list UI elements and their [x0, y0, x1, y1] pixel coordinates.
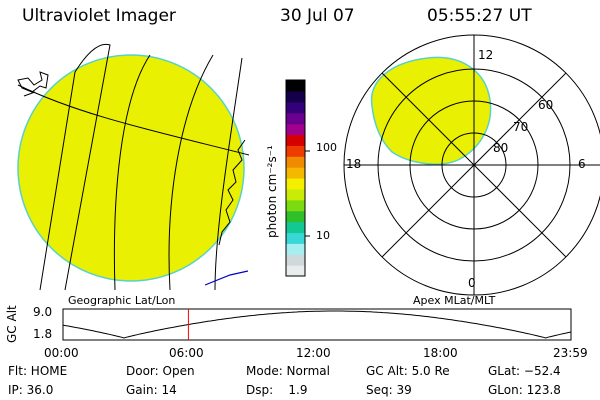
colorbar-segment [286, 178, 305, 190]
coast-blue-line [204, 270, 249, 286]
polar-uv-image [370, 56, 492, 165]
status-glon: GLon: 123.8 [488, 383, 561, 397]
altitude-frame [62, 308, 572, 341]
mlat-80-label: 80 [493, 141, 509, 155]
colorbar-segment [286, 123, 305, 136]
coastline-east [218, 139, 246, 246]
colorbar-tick-10: 10 [316, 229, 330, 242]
colorbar-tick-100: 100 [316, 141, 337, 154]
altitude-curve [62, 310, 572, 339]
status-door: Door: Open [126, 364, 195, 378]
polar-plot [343, 34, 600, 296]
colorbar-segment [286, 265, 305, 277]
mlat-70-label: 70 [513, 120, 529, 134]
colorbar-segment [286, 243, 305, 255]
colorbar-segment [286, 167, 305, 179]
mlt-18-label: 18 [346, 157, 362, 171]
colorbar-segment [286, 232, 305, 244]
altitude-ytick-min: 1.8 [33, 327, 53, 341]
colorbar-segment [286, 134, 305, 146]
status-mode: Mode: Normal [246, 364, 330, 378]
colorbar-frame [285, 79, 306, 277]
colorbar-segment [286, 188, 305, 201]
status-ip: IP: 36.0 [8, 383, 54, 397]
uv-image-disk [17, 54, 245, 282]
time-label: 05:55:27 UT [427, 6, 532, 26]
date-label: 30 Jul 07 [280, 6, 355, 26]
mlt-6-label: 6 [578, 157, 586, 171]
altitude-plot [62, 308, 572, 341]
right-panel-caption: Apex MLat/MLT [413, 294, 496, 307]
mlat-60-label: 60 [538, 98, 554, 112]
colorbar-segment [286, 101, 305, 114]
colorbar-segment [286, 112, 305, 125]
colorbar-segment [286, 210, 305, 223]
colorbar-segment [286, 90, 305, 103]
status-seq: Seq: 39 [366, 383, 412, 397]
status-glat: GLat: −52.4 [488, 364, 561, 378]
colorbar-segment [286, 199, 305, 212]
geographic-image [17, 43, 250, 291]
xtick-1800: 18:00 [423, 346, 458, 360]
xtick-1200: 12:00 [296, 346, 331, 360]
colorbar-segment [286, 145, 305, 157]
colorbar-segment [286, 156, 305, 168]
altitude-ylabel: GC Alt [5, 305, 19, 343]
status-gc-alt: GC Alt: 5.0 Re [366, 364, 450, 378]
colorbar-segment [286, 221, 305, 234]
colorbar [285, 79, 310, 277]
status-flight: Flt: HOME [8, 364, 68, 378]
colorbar-segment [286, 254, 305, 266]
colorbar-unit-label: photon cm⁻²s⁻¹ [265, 145, 279, 238]
status-dsp: Dsp: 1.9 [246, 383, 308, 397]
colorbar-segment [286, 80, 305, 92]
lat-lon-grid [17, 43, 250, 291]
mlt-12-label: 12 [478, 48, 494, 62]
xtick-0000: 00:00 [44, 346, 79, 360]
altitude-ytick-max: 9.0 [33, 305, 53, 319]
mlt-0-label: 0 [468, 276, 476, 290]
left-panel-caption: Geographic Lat/Lon [68, 294, 176, 307]
polar-grid [344, 35, 600, 295]
status-gain: Gain: 14 [126, 383, 177, 397]
xtick-0600: 06:00 [169, 346, 204, 360]
instrument-title: Ultraviolet Imager [22, 6, 176, 26]
xtick-2359: 23:59 [553, 346, 588, 360]
coastline-outline [17, 71, 49, 93]
